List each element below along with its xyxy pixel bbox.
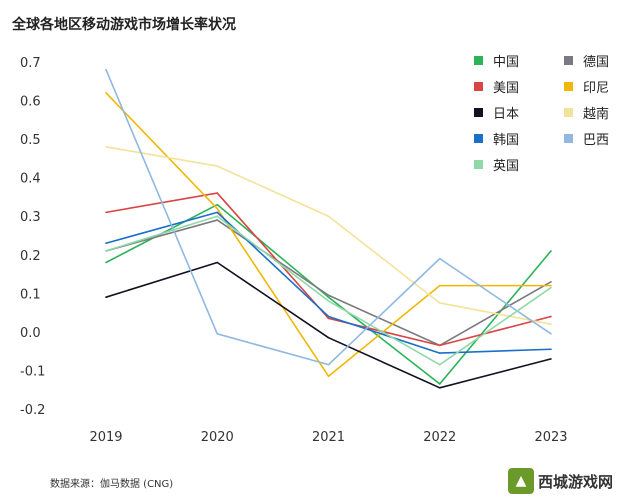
legend-label: 印尼 (583, 81, 610, 96)
x-tick-label: 2023 (534, 430, 567, 445)
data-point (105, 211, 107, 214)
legend-swatch (474, 134, 483, 143)
data-point (105, 296, 107, 298)
legend-item: 越南 (564, 103, 609, 122)
data-point (105, 68, 107, 71)
data-point (216, 211, 219, 214)
legend-swatch (564, 56, 573, 65)
legend-label: 巴西 (583, 133, 610, 148)
data-point (216, 215, 219, 218)
data-point (327, 300, 330, 302)
data-point (327, 296, 330, 298)
data-point (216, 203, 219, 206)
x-tick-label: 2021 (312, 430, 345, 445)
data-point (105, 261, 107, 264)
legend-item: 韩国 (474, 129, 519, 148)
legend-swatch (474, 82, 483, 91)
legend-swatch (474, 108, 483, 117)
watermark-text: 西城游戏网 (537, 472, 613, 491)
legend-label: 中国 (493, 55, 520, 70)
series-line-1 (105, 219, 552, 347)
legend-item: 德国 (564, 51, 609, 70)
data-point (438, 386, 441, 389)
chart-title: 全球各地区移动游戏市场增长率状况 (12, 17, 236, 33)
data-point (327, 215, 330, 218)
data-point (438, 383, 441, 385)
data-point (438, 257, 441, 260)
data-point (550, 280, 552, 283)
data-point (216, 261, 219, 264)
x-tick-label: 2019 (89, 430, 122, 445)
data-point (550, 358, 552, 360)
data-point (550, 315, 552, 318)
legend-label: 日本 (493, 107, 520, 122)
data-point (550, 250, 552, 252)
legend-swatch (564, 108, 573, 117)
data-point (438, 352, 441, 354)
legend-item: 美国 (474, 77, 519, 96)
data-point (550, 284, 552, 287)
legend-item: 中国 (474, 51, 519, 70)
data-point (327, 317, 330, 320)
data-point (105, 250, 107, 252)
y-tick-label: 0.5 (20, 133, 41, 148)
legend-label: 英国 (493, 159, 520, 174)
legend-swatch (474, 160, 483, 169)
data-point (327, 375, 330, 378)
data-point (550, 286, 552, 289)
data-point (438, 284, 441, 287)
data-point (550, 333, 552, 335)
y-tick-label: 0.3 (20, 210, 41, 225)
data-point (216, 333, 219, 335)
y-tick-label: -0.2 (20, 403, 45, 418)
y-tick-label: -0.1 (20, 364, 45, 379)
x-tick-label: 2022 (423, 430, 456, 445)
legend-label: 越南 (583, 107, 610, 122)
data-point (105, 242, 107, 245)
data-point (438, 344, 441, 347)
legend-swatch (474, 56, 483, 65)
source-note: 数据来源：伽马数据 (CNG) (50, 479, 174, 490)
data-point (438, 302, 441, 304)
y-tick-label: 0.6 (20, 95, 41, 110)
line-chart: 0.7 0.6 0.5 0.4 0.3 0.2 0.1 0.0 -0.1 -0.2 2019 2020… (20, 56, 568, 445)
y-tick-label: 0.1 (20, 287, 41, 302)
data-point (550, 323, 552, 325)
data-point (105, 146, 107, 148)
legend-item: 巴西 (564, 129, 609, 148)
y-tick-label: 0.7 (20, 56, 41, 71)
data-point (216, 207, 219, 210)
data-point (327, 294, 330, 297)
y-tick-label: 0.0 (20, 326, 41, 341)
watermark: ▲ 西城游戏网 (507, 468, 613, 494)
watermark-logo-icon: ▲ (507, 468, 534, 494)
data-point (105, 92, 107, 94)
y-tick-label: 0.2 (20, 249, 41, 264)
data-point (327, 363, 330, 366)
series-line-8 (105, 215, 552, 366)
series-line-6 (105, 211, 552, 354)
legend-label: 韩国 (493, 133, 520, 148)
x-tick-label: 2020 (201, 430, 234, 445)
legend-swatch (564, 134, 573, 143)
series-line-4 (105, 261, 552, 389)
data-point (216, 165, 219, 167)
data-point (216, 192, 219, 194)
legend-item: 英国 (474, 155, 519, 174)
data-point (327, 336, 330, 339)
legend-item: 日本 (474, 103, 519, 122)
legend-label: 美国 (493, 81, 520, 96)
legend-item: 印尼 (564, 77, 609, 96)
y-tick-label: 0.4 (20, 172, 41, 187)
legend-swatch (564, 82, 573, 91)
data-point (550, 348, 552, 351)
data-point (438, 363, 441, 366)
data-point (216, 219, 219, 221)
legend-label: 德国 (583, 55, 610, 70)
data-point (327, 315, 330, 318)
